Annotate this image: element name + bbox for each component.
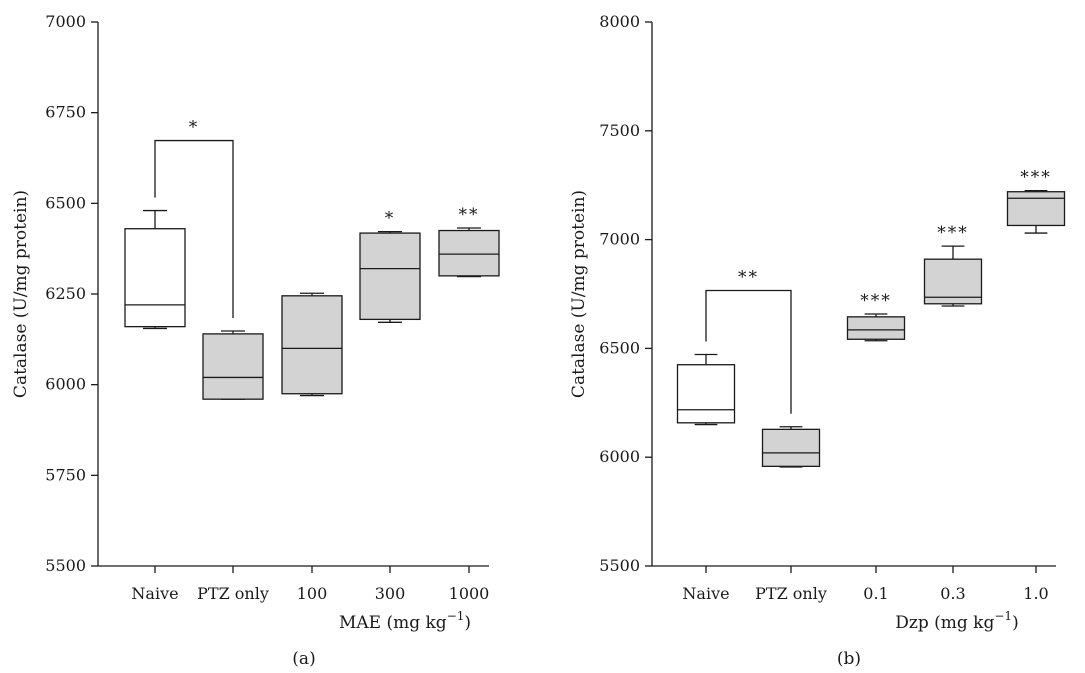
bracket-line bbox=[705, 289, 792, 414]
box-body bbox=[846, 316, 906, 340]
box-3: * bbox=[359, 209, 421, 323]
box-body bbox=[124, 228, 186, 328]
box-2: *** bbox=[846, 291, 906, 342]
x-axis-label-exponent: −1 bbox=[447, 609, 465, 623]
y-tick-label: 5500 bbox=[599, 556, 640, 575]
x-tick-label: 0.1 bbox=[863, 584, 888, 603]
y-tick-label: 6500 bbox=[45, 193, 86, 212]
box-body bbox=[761, 428, 821, 467]
x-axis-label-close: ) bbox=[1012, 613, 1019, 633]
box-body bbox=[923, 258, 983, 305]
x-tick-label: PTZ only bbox=[197, 584, 269, 603]
box-1 bbox=[761, 426, 821, 468]
x-tick-label: 100 bbox=[297, 584, 328, 603]
x-tick-label: Naive bbox=[131, 584, 178, 603]
box-1 bbox=[202, 330, 264, 400]
box-3: *** bbox=[923, 223, 983, 307]
significance-marker: *** bbox=[1020, 168, 1052, 188]
x-axis-label-main: MAE (mg kg bbox=[339, 613, 447, 633]
y-tick-label: 6250 bbox=[45, 284, 86, 303]
box-body bbox=[438, 229, 500, 277]
significance-marker: * bbox=[385, 209, 396, 229]
x-axis-label-close: ) bbox=[464, 613, 471, 633]
x-tick-label: PTZ only bbox=[755, 584, 827, 603]
y-axis-label: Catalase (U/mg protein) bbox=[11, 190, 31, 398]
box-body bbox=[676, 364, 736, 424]
significance-marker: *** bbox=[860, 291, 892, 311]
bracket-label: * bbox=[189, 118, 200, 138]
bracket-label: ** bbox=[738, 267, 759, 287]
x-tick-label: 300 bbox=[375, 584, 406, 603]
panel-label: (a) bbox=[292, 649, 315, 669]
box-4: ** bbox=[438, 205, 500, 278]
box-body bbox=[202, 333, 264, 400]
comparison-bracket: ** bbox=[705, 267, 792, 414]
x-tick-label: Naive bbox=[682, 584, 729, 603]
x-axis-label: Dzp (mg kg−1) bbox=[895, 609, 1018, 633]
y-tick-label: 6500 bbox=[599, 338, 640, 357]
y-tick-label: 5500 bbox=[45, 556, 86, 575]
box-4: *** bbox=[1006, 168, 1066, 234]
x-tick-label: 1000 bbox=[449, 584, 490, 603]
box-0 bbox=[124, 209, 186, 330]
box-0 bbox=[676, 353, 736, 426]
box-body bbox=[359, 232, 421, 321]
y-tick-label: 7500 bbox=[599, 121, 640, 140]
y-tick-label: 8000 bbox=[599, 12, 640, 31]
significance-marker: *** bbox=[937, 223, 969, 243]
y-tick-label: 7000 bbox=[599, 230, 640, 249]
y-tick-label: 7000 bbox=[45, 12, 86, 31]
panel-a: 5500 5750 6000 6250 6500 6750 7000 Naive PTZ onl… bbox=[11, 12, 500, 669]
x-axis-label-exponent: −1 bbox=[994, 609, 1012, 623]
y-tick-label: 5750 bbox=[45, 465, 86, 484]
y-tick-label: 6000 bbox=[599, 447, 640, 466]
significance-marker: ** bbox=[459, 205, 480, 225]
y-tick-label: 6750 bbox=[45, 103, 86, 122]
x-axis-label: MAE (mg kg−1) bbox=[339, 609, 471, 633]
x-axis-label-main: Dzp (mg kg bbox=[895, 613, 994, 633]
y-tick-label: 6000 bbox=[45, 375, 86, 394]
box-body bbox=[1006, 191, 1066, 227]
box-2 bbox=[281, 292, 343, 397]
box-body bbox=[281, 295, 343, 395]
comparison-bracket: * bbox=[154, 118, 234, 318]
x-tick-label: 1.0 bbox=[1023, 584, 1048, 603]
x-tick-label: 0.3 bbox=[940, 584, 965, 603]
bracket-line bbox=[154, 139, 234, 318]
panel-b: 5500 6000 6500 7000 7500 8000 Naive PTZ only 0.1… bbox=[569, 12, 1066, 669]
panel-label: (b) bbox=[837, 649, 861, 669]
y-axis-label: Catalase (U/mg protein) bbox=[569, 190, 589, 398]
